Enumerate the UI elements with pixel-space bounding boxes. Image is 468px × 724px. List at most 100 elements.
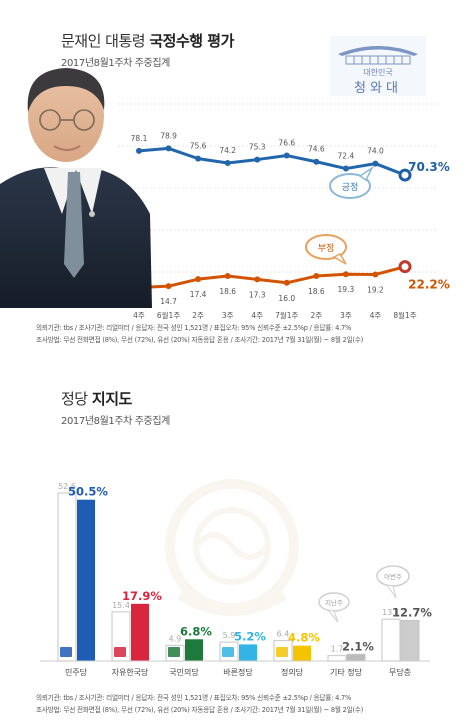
approval-x-tick: 4주: [370, 311, 382, 320]
negative-callout: 부정: [305, 234, 347, 265]
approval-x-tick: 4주: [251, 311, 263, 320]
positive-value-label: 74.2: [219, 146, 236, 155]
party-footnote-1: 의뢰기관: tbs / 조사기관: 리얼미터 / 응답자: 전국 성인 1,52…: [36, 694, 352, 702]
party-logo-icon: [276, 647, 288, 657]
party-logo-icon: [222, 647, 234, 657]
prev-week-value-label: 5.9: [223, 631, 236, 640]
positive-value-label: 78.9: [160, 131, 177, 140]
approval-subtitle: 2017년8월1주차 주중집계: [61, 58, 170, 69]
bluehouse-logo-small: 대한민국: [363, 68, 393, 77]
party-title-normal: 정당: [61, 390, 88, 408]
this-week-value-label: 50.5%: [68, 485, 108, 499]
negative-value-label: 18.6: [219, 287, 236, 296]
bluehouse-roof-icon: [338, 46, 418, 65]
approval-x-tick: 2주: [192, 311, 204, 320]
positive-point: [342, 165, 349, 172]
positive-value-label: 75.3: [249, 143, 266, 152]
prev-week-value-label: 4.9: [169, 634, 182, 643]
approval-x-tick: 4주: [133, 311, 145, 320]
this-week-bar: [400, 619, 420, 662]
party-plot-area: [40, 460, 430, 666]
positive-point: [165, 145, 172, 152]
positive-callout-label: 긍정: [342, 182, 359, 193]
positive-value-label: 72.4: [338, 152, 355, 161]
negative-value-label: 17.4: [190, 290, 207, 299]
this-week-value-label: 6.8%: [180, 624, 212, 638]
approval-title-normal: 문재인 대통령: [61, 32, 146, 50]
negative-value-label: 14.7: [160, 297, 177, 306]
approval-plot-area: [118, 98, 438, 308]
party-logo-icon: [60, 647, 72, 657]
prev-week-value-label: 13.1: [382, 608, 400, 617]
approval-x-tick: 8월1주: [393, 310, 416, 320]
negative-point: [372, 271, 379, 278]
negative-value-label: 16.0: [278, 294, 295, 303]
approval-x-tick: 6월1주: [157, 310, 180, 320]
this-week-value-label: 17.9%: [122, 589, 162, 603]
bluehouse-logo: 대한민국 청와대: [330, 36, 426, 96]
negative-value-label: 19.2: [367, 285, 384, 294]
party-category-label: 바른정당: [223, 667, 253, 677]
party-category-label: 정의당: [281, 667, 304, 677]
president-photo: [0, 68, 152, 308]
approval-footnote-2: 조사방법: 무선 전화면접 (8%), 무선 (72%), 유선 (20%) 자…: [36, 336, 364, 344]
party-panel: 정당 지지도 2017년8월1주차 주중집계 52.6 50.5% 민주당 15.4 1…: [0, 356, 468, 724]
approval-x-tick: 3주: [222, 311, 234, 320]
negative-point: [195, 276, 202, 283]
party-subtitle: 2017년8월1주차 주중집계: [61, 416, 170, 427]
negative-callout-label: 부정: [318, 243, 335, 254]
party-bar-chart: 52.650.5% 민주당 15.417.9% 자유한국당 4.96.8% 국민의당 5.9…: [40, 460, 432, 677]
this-week-value-label: 12.7%: [392, 605, 432, 619]
prev-week-value-label: 52.6: [58, 482, 76, 491]
party-category-label: 기타 정당: [330, 667, 363, 677]
approval-title-bold: 국정수행 평가: [149, 32, 234, 50]
positive-point: [283, 152, 290, 159]
prev-week-bar: [57, 492, 77, 662]
party-category-label: 자유한국당: [112, 667, 149, 677]
prev-week-bar: [327, 654, 347, 662]
this-week-value-label: 4.8%: [288, 631, 320, 645]
positive-point: [136, 147, 142, 154]
positive-value-label: 74.6: [308, 145, 325, 154]
positive-point: [372, 160, 379, 167]
negative-point: [283, 279, 290, 286]
approval-x-tick: 7월1주: [275, 310, 298, 320]
this-week-bar: [77, 499, 95, 661]
party-category-label: 국민의당: [169, 667, 199, 677]
positive-point: [313, 158, 320, 165]
negative-point: [224, 273, 231, 280]
prev-week-value-label: 6.4: [277, 630, 290, 639]
this-week-bar: [185, 639, 203, 661]
positive-callout: 긍정: [329, 165, 374, 199]
this-week-bar: [131, 603, 149, 661]
prev-week-callout-label: 지난주: [325, 598, 343, 607]
this-week-value-label: 5.2%: [234, 629, 266, 643]
approval-x-tick: 3주: [340, 311, 352, 320]
party-logo-icon: [168, 647, 180, 657]
negative-series-line: [138, 265, 406, 289]
negative-point: [313, 273, 320, 280]
positive-value-label: 75.6: [190, 142, 207, 151]
negative-point: [342, 271, 349, 278]
negative-point: [165, 283, 172, 290]
positive-point: [398, 168, 412, 182]
this-week-value-label: 2.1%: [342, 639, 374, 653]
approval-panel: 문재인 대통령 국정수행 평가 2017년8월1주차 주중집계 대한민국 청와대…: [0, 0, 468, 356]
party-category-label: 민주당: [65, 667, 88, 677]
approval-x-tick: 2주: [310, 311, 322, 320]
prev-week-bar: [381, 618, 401, 662]
approval-line-chart: 78.1 78.9 75.6 74.2 75.3 76.6 74.6 72.4 74.0 70.3…: [118, 98, 450, 320]
this-week-bar: [346, 653, 366, 662]
positive-value-label: 70.3%: [408, 160, 450, 174]
this-week-bar: [239, 644, 257, 661]
national-emblem-watermark: [165, 479, 299, 616]
positive-point: [195, 155, 202, 162]
this-week-callout-label: 이번주: [384, 572, 402, 581]
prev-week-value-label: 15.4: [112, 601, 130, 610]
negative-value-label: 22.2%: [408, 278, 450, 292]
party-title-bold: 지지도: [91, 390, 132, 408]
this-week-bar: [293, 645, 311, 661]
positive-point: [224, 159, 231, 166]
positive-series-line: [138, 146, 406, 177]
negative-point: [254, 276, 261, 283]
